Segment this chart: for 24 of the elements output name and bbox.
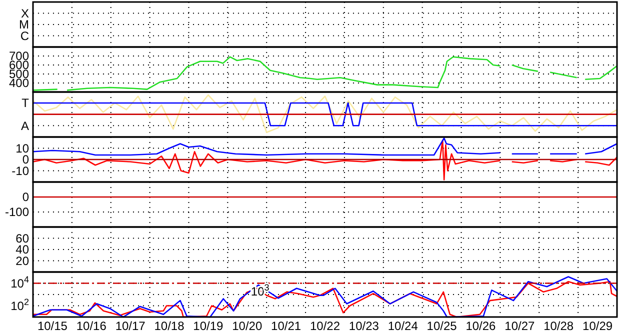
y-tick-label: 10 (16, 141, 30, 156)
x-tick-label: 10/29 (582, 319, 613, 333)
x-tick-label: 10/23 (348, 319, 380, 333)
y-tick-label: 10$^{4}$ (10, 274, 29, 290)
x-tick-label: 10/25 (426, 319, 458, 333)
y-tick-label: 10$^{2}$ (10, 296, 29, 313)
x-tick-label: 10/15 (37, 319, 68, 333)
x-tick-label: 10/22 (310, 319, 340, 333)
y-tick-label: 0 (22, 190, 30, 204)
x-tick-label: 10/28 (544, 319, 574, 333)
y-tick-label: -100 (4, 205, 30, 220)
x-tick-label: 10/20 (232, 319, 262, 333)
text: T (22, 96, 30, 110)
x-tick-label: 10/27 (504, 319, 536, 333)
y-tick-label: 60 (16, 231, 30, 246)
x-tick-label: 10/24 (388, 319, 418, 333)
x-tick-label: 10/16 (76, 319, 107, 333)
text: A (20, 118, 29, 133)
x-tick-label: 10/17 (115, 319, 146, 333)
x-tick-label: 10/26 (466, 319, 496, 333)
text: X (20, 6, 29, 20)
x-tick-label: 10/18 (154, 319, 185, 333)
x-tick-label: 10/21 (271, 319, 302, 333)
x-tick-label: 10/19 (193, 319, 224, 333)
